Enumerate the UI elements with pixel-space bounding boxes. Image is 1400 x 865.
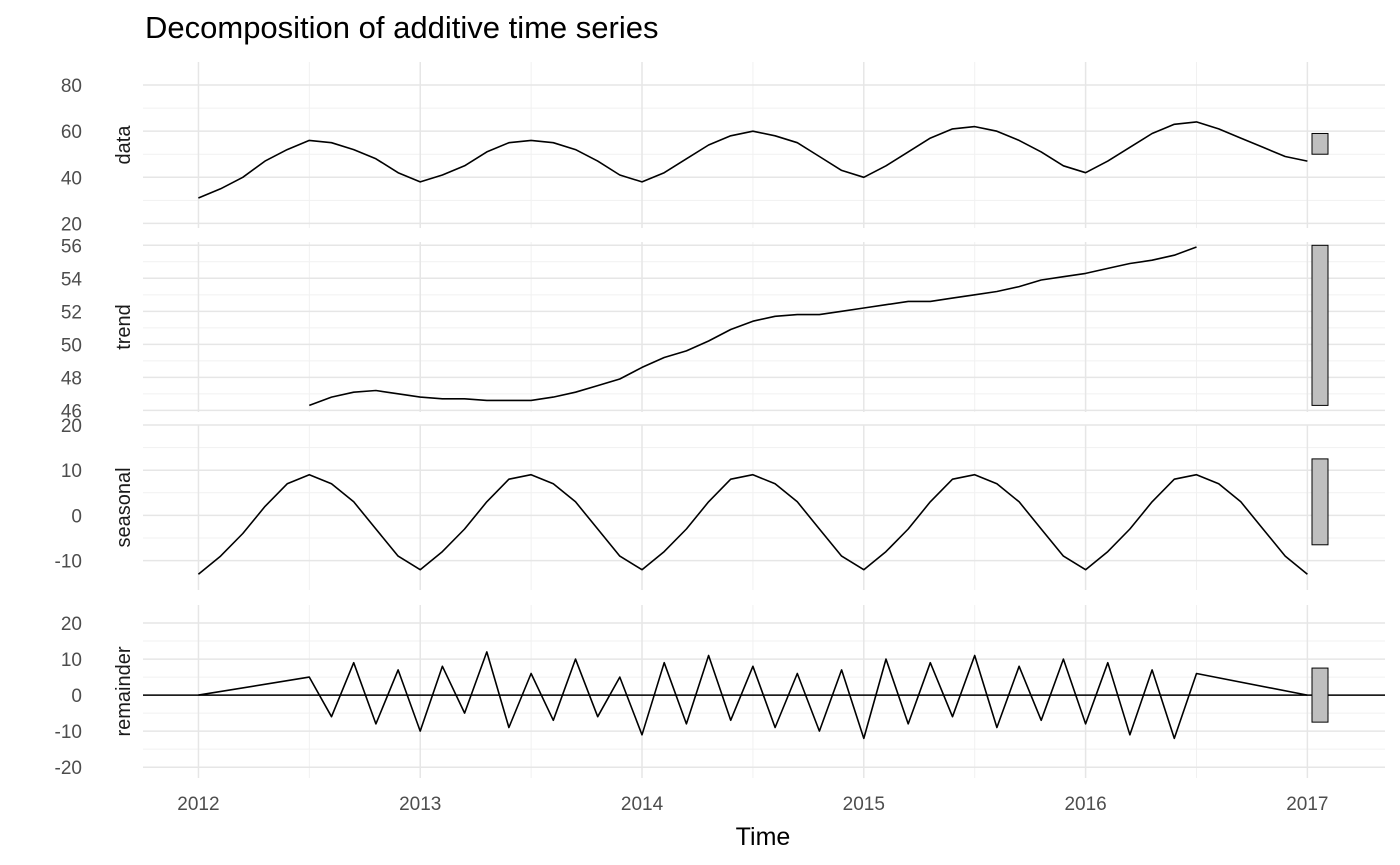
- range-bar-trend: [1311, 244, 1329, 406]
- y-tick-label: 10: [61, 461, 82, 482]
- y-tick-label: -10: [55, 552, 82, 573]
- x-tick-label: 2016: [1064, 794, 1106, 815]
- series-line-remainder: [198, 651, 1308, 740]
- y-tick-label: 52: [61, 302, 82, 323]
- y-tick-label: 20: [61, 614, 82, 635]
- x-tick-label: 2017: [1286, 794, 1328, 815]
- y-tick-label: 40: [61, 168, 82, 189]
- series-line-trend: [309, 246, 1197, 407]
- y-tick-label: 54: [61, 269, 83, 290]
- y-tick-label: 0: [71, 686, 82, 707]
- y-tick-label: -20: [55, 758, 82, 779]
- x-axis-label: Time: [736, 823, 791, 851]
- panel-seasonal: -10 0 10 20 seasonal: [55, 416, 1385, 590]
- chart-title: Decomposition of additive time series: [145, 10, 659, 45]
- x-tick-label: 2013: [399, 794, 441, 815]
- series-line-data: [198, 121, 1308, 199]
- range-bar-remainder: [1311, 667, 1329, 723]
- x-tick-label: 2012: [177, 794, 219, 815]
- y-tick-label: 20: [61, 214, 82, 235]
- panel-label-trend: trend: [113, 304, 135, 350]
- panel-trend: 46 48 50 52 54 56 trend: [61, 236, 1385, 422]
- y-tick-label: 50: [61, 335, 82, 356]
- series-line-seasonal: [197, 473, 1308, 575]
- y-tick-label: -10: [55, 722, 82, 743]
- panel-label-remainder: remainder: [113, 646, 135, 736]
- panel-remainder: -20 -10 0 10 20 remainder: [55, 605, 1385, 779]
- panel-label-seasonal: seasonal: [113, 467, 135, 547]
- x-tick-label: 2014: [621, 794, 664, 815]
- y-tick-label: 20: [61, 416, 82, 437]
- panel-data: 20 40 60 80 data: [61, 62, 1385, 235]
- y-tick-label: 10: [61, 650, 82, 671]
- panel-label-data: data: [113, 125, 135, 165]
- y-tick-label: 60: [61, 122, 82, 143]
- y-tick-label: 56: [61, 236, 82, 257]
- y-tick-label: 48: [61, 368, 82, 389]
- x-tick-label: 2015: [843, 794, 885, 815]
- y-tick-label: 0: [71, 506, 82, 527]
- range-bar-data: [1311, 132, 1329, 155]
- y-tick-label: 80: [61, 76, 82, 97]
- range-bar-seasonal: [1311, 458, 1329, 546]
- y-tick-label: 46: [61, 401, 82, 422]
